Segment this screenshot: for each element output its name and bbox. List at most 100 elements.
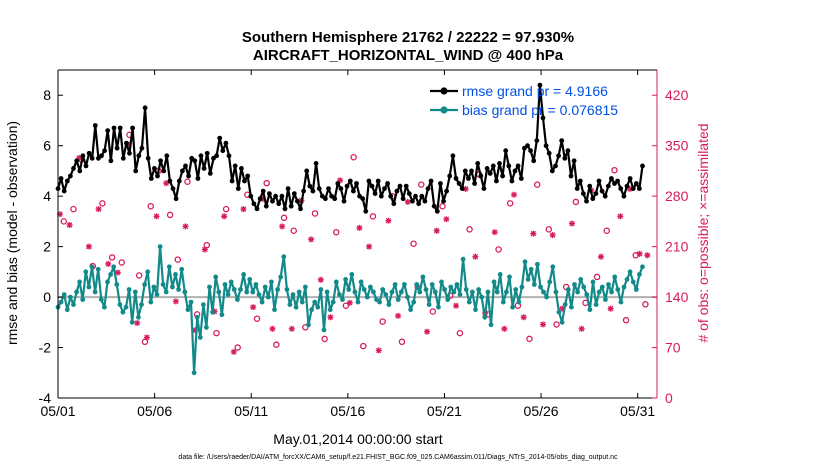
bias-point (182, 289, 188, 295)
rmse-point (425, 186, 431, 192)
rmse-point (248, 193, 254, 199)
bias-point (618, 299, 624, 305)
rmse-point (431, 203, 437, 209)
bias-point (612, 274, 618, 280)
rmse-point (120, 155, 126, 161)
rmse-point (127, 150, 132, 156)
bias-point (309, 307, 314, 313)
obs-assimilated-stroke (405, 199, 411, 205)
rmse-point (335, 181, 341, 186)
rmse-point (444, 188, 449, 194)
rmse-point (86, 150, 92, 156)
obs-assimilated-point (269, 325, 276, 332)
chart-subtitle: AIRCRAFT_HORIZONTAL_WIND @ 400 hPa (253, 47, 564, 64)
bias-point (420, 274, 426, 280)
obs-assimilated-point (375, 347, 382, 354)
bias-point (479, 294, 485, 300)
rmse-point (313, 161, 319, 166)
y-tick-label-right: 280 (665, 188, 689, 204)
rmse-point (89, 155, 95, 161)
bias-point (120, 309, 126, 315)
rmse-point (338, 186, 344, 192)
y-tick-label-left: 6 (43, 138, 51, 154)
bias-point (108, 272, 113, 277)
obs-assimilated-point (85, 243, 92, 250)
obs-possible-point (360, 342, 367, 350)
bias-point (584, 292, 590, 297)
rmse-point (111, 125, 117, 131)
obs-possible-point (466, 226, 473, 233)
obs-assimilated-stroke (240, 206, 247, 212)
obs-assimilated-stroke (385, 217, 392, 224)
rmse-point (92, 123, 98, 128)
bias-point (216, 289, 222, 295)
obs-possible-point (553, 321, 560, 328)
bias-point (173, 272, 178, 277)
rmse-point (282, 206, 288, 212)
bias-point (482, 314, 488, 320)
obs-possible-point (379, 318, 386, 325)
bias-point (228, 279, 234, 285)
bias-point (559, 319, 565, 325)
bias-point (615, 287, 621, 292)
bias-point (89, 264, 95, 270)
bias-point (340, 297, 345, 302)
obs-assimilated-stroke (95, 206, 102, 212)
bias-point (565, 287, 571, 292)
rmse-point (602, 193, 608, 199)
rmse-point (270, 198, 275, 204)
obs-possible-point (70, 205, 77, 213)
obs-possible-point (321, 335, 328, 343)
rmse-point (525, 143, 530, 149)
bias-point (315, 304, 321, 310)
rmse-point (621, 193, 627, 199)
rmse-point (494, 178, 499, 184)
rmse-point (80, 153, 86, 159)
obs-assimilated-point (134, 320, 141, 327)
x-tick-label: 05/06 (137, 403, 172, 419)
rmse-point (354, 181, 359, 186)
obs-assimilated-stroke (636, 251, 643, 257)
rmse-point (124, 140, 129, 146)
obs-possible-point (147, 202, 154, 210)
x-tick-label: 05/01 (40, 403, 75, 419)
rmse-point (295, 198, 300, 204)
rmse-point (195, 176, 201, 181)
obs-possible-point (439, 202, 446, 210)
obs-possible-point (273, 341, 280, 348)
rmse-point (512, 168, 518, 174)
bias-point (213, 274, 219, 280)
rmse-point (469, 168, 474, 174)
rmse-point (543, 143, 549, 149)
bias-point (541, 289, 546, 295)
obs-possible-point (302, 324, 309, 331)
bias-point (194, 314, 200, 320)
bias-point (145, 269, 151, 275)
obs-possible-point (410, 240, 417, 247)
bias-point (485, 289, 491, 295)
rmse-point (158, 158, 164, 164)
obs-possible-point (526, 335, 533, 343)
bias-point (578, 277, 584, 282)
obs-assimilated-stroke (434, 228, 440, 234)
bias-point (95, 266, 101, 272)
y-tick-label-right: 210 (665, 239, 689, 255)
bias-point (312, 299, 318, 305)
bias-point (225, 292, 231, 297)
obs-assimilated-stroke (491, 229, 498, 235)
rmse-point (183, 163, 188, 169)
rmse-point (117, 125, 123, 131)
rmse-point (375, 178, 381, 184)
obs-assimilated-stroke (66, 222, 73, 228)
bias-point (417, 289, 423, 295)
rmse-point (534, 138, 540, 144)
rmse-point (251, 201, 257, 207)
x-tick-label: 05/16 (330, 403, 365, 419)
rmse-point (152, 166, 157, 171)
rmse-point (438, 181, 443, 186)
y-axis-label-left: rmse and bias (model - observation) (4, 121, 20, 345)
obs-assimilated-stroke (202, 246, 208, 253)
obs-assimilated-stroke (182, 223, 189, 230)
rmse-point (332, 196, 338, 202)
bias-point (640, 264, 645, 270)
